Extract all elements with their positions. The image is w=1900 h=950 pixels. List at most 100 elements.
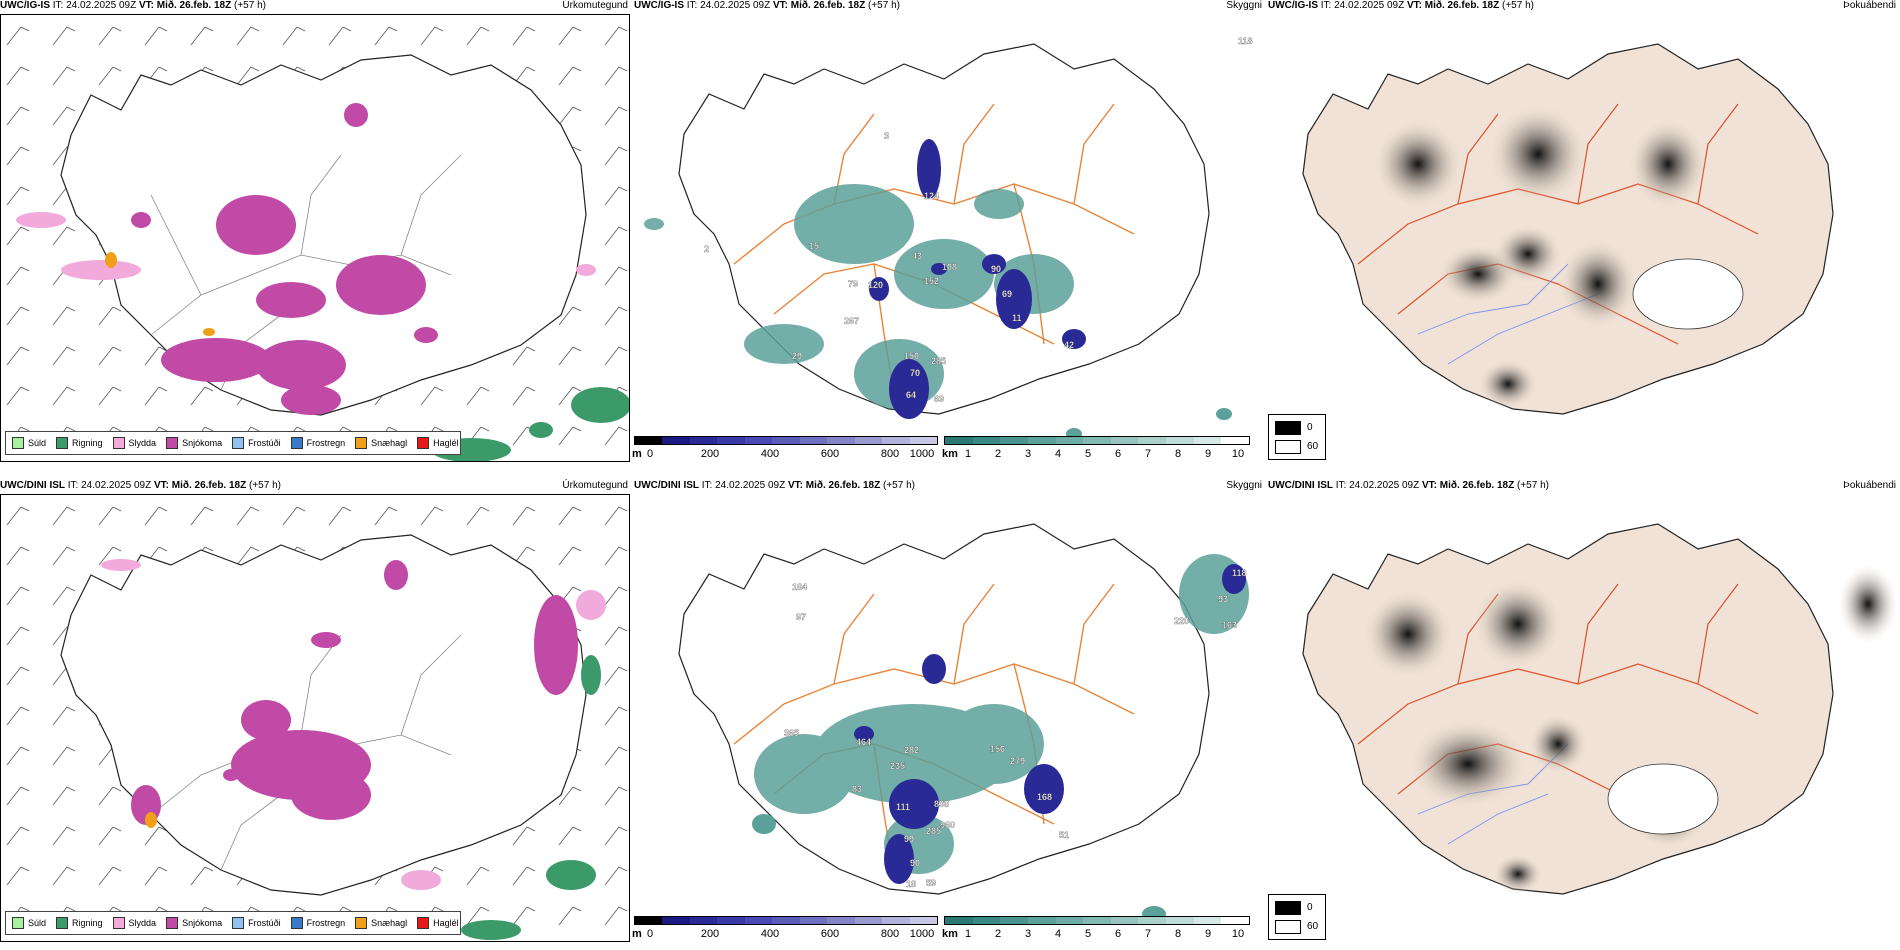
cloud-label: 285 [931,356,946,366]
cloud-label: 83 [852,784,862,794]
panel-header: UWC/IG-IS IT: 24.02.2025 09Z VT: Mið. 26… [1268,0,1534,11]
cloud-label: 70 [910,368,920,378]
legend-swatch [166,437,179,449]
cloud-label: 90 [991,264,1001,274]
legend-swatch [112,917,125,929]
panel-title: Þokuábendi [1843,0,1896,11]
panel-title: Úrkomutegund [562,0,628,11]
cloud-label: 18 [906,879,916,889]
cloud-base-bar [634,916,938,925]
precip-map-svg [1,15,629,461]
tick-label: 1000 [909,928,935,940]
panel-header: UWC/IG-IS IT: 24.02.2025 09Z VT: Mið. 26… [634,0,900,11]
legend-item: Frostúði [232,437,281,449]
cloud-label: 111 [896,802,910,812]
tick-label: 4 [1054,928,1062,940]
tick-label: 1000 [909,448,935,460]
fog-map [1268,14,1900,462]
legend-swatch [166,917,179,929]
fog-map [1268,494,1900,942]
cloud-label: 156 [990,744,1005,754]
cloud-label: 2 [704,244,709,254]
tick-label: 2 [994,448,1002,460]
legend-swatch [417,437,430,449]
precip-type-legend: Súld Rigning Slydda Snjókoma Frostúði Fr… [5,431,461,455]
tick-label: 9 [1204,928,1212,940]
legend-item: Frostregn [290,917,345,929]
cloud-label: 79 [848,279,858,289]
tick-label: 6 [1114,928,1122,940]
visibility-ticks: 1 2 3 4 5 6 7 8 9 10 [944,928,1250,942]
cloud-label: 43 [912,251,922,261]
fog-panel-row2: UWC/DINI ISL IT: 24.02.2025 09Z VT: Mið.… [1268,480,1900,942]
cloud-label: 150 [904,351,919,361]
tick-label: 800 [880,928,900,940]
legend-swatch [290,437,303,449]
cloud-label: 220 [1174,616,1189,626]
cloud-label: 235 [890,761,905,771]
cloud-label: 184 [792,582,807,592]
cloud-base-colorbar: m 0 200 400 600 800 1000 [632,916,938,942]
legend-swatch [12,917,24,929]
fog-panel-row1: UWC/IG-IS IT: 24.02.2025 09Z VT: Mið. 26… [1268,0,1900,462]
tick-label: 1 [964,928,972,940]
cloud-base-unit: m [632,448,642,460]
panel-header: UWC/DINI ISL IT: 24.02.2025 09Z VT: Mið.… [0,480,281,491]
tick-label: 200 [700,448,720,460]
panel-title: Skyggni [1226,0,1262,11]
legend-item: Haglél [417,437,459,449]
cloud-label: 267 [844,316,859,326]
cloud-label: 118 [1232,568,1247,578]
iceland-outline [678,43,1210,415]
cloud-label: 29 [792,351,802,361]
legend-swatch [12,437,24,449]
cloud-label: 99 [904,834,914,844]
precip-map: Súld Rigning Slydda Snjókoma Frostúði Fr… [0,494,630,942]
legend-item: Súld [12,917,46,929]
legend-item: Snæhagl [355,917,407,929]
visibility-map: 118 93 163 220 184 97 365 464 282 156 23… [634,494,1266,942]
legend-swatch [355,437,368,449]
fog-swatch-high [1275,421,1301,435]
fog-index-legend: 0 60 [1268,894,1326,940]
visibility-map-svg: 118 3 124 43 108 90 152 69 11 42 79 120 … [644,36,1253,440]
cloud-label: 152 [924,276,939,286]
legend-swatch [56,917,69,929]
cloud-label: 11 [1012,313,1022,323]
legend-item: Slydda [112,917,156,929]
tick-label: 3 [1024,448,1032,460]
cloud-label: 64 [906,390,916,400]
legend-swatch [232,437,245,449]
tick-label: 200 [700,928,720,940]
cloud-label: 285 [926,826,941,836]
cloud-label: 93 [1218,594,1228,604]
cloud-base-ticks: 0 200 400 600 800 1000 [634,928,938,942]
cloud-label: 69 [934,394,944,404]
precip-type-legend: Súld Rigning Slydda Snjókoma Frostúði Fr… [5,911,461,935]
cloud-base-labels: 118 3 124 43 108 90 152 69 11 42 79 120 … [704,36,1253,404]
tick-label: 10 [1231,448,1245,460]
legend-swatch [56,437,69,449]
tick-label: 9 [1204,448,1212,460]
tick-label: 3 [1024,928,1032,940]
legend-swatch [290,917,303,929]
fog-index-legend: 0 60 [1268,414,1326,460]
fog-map-svg [1302,523,1898,895]
cloud-label: 59 [926,878,936,888]
tick-label: 600 [820,928,840,940]
precip-panel-row1: UWC/IG-IS IT: 24.02.2025 09Z VT: Mið. 26… [0,0,632,462]
fog-swatch-low [1275,920,1301,934]
legend-item: Snjókoma [166,437,222,449]
legend-item: Slydda [112,437,156,449]
fog-label-low: 60 [1307,441,1319,452]
panel-header: UWC/IG-IS IT: 24.02.2025 09Z VT: Mið. 26… [0,0,266,11]
tick-label: 800 [880,448,900,460]
visibility-bar [944,916,1250,925]
panel-header: UWC/DINI ISL IT: 24.02.2025 09Z VT: Mið.… [634,480,915,491]
tick-label: 600 [820,448,840,460]
visibility-panel-row2: UWC/DINI ISL IT: 24.02.2025 09Z VT: Mið.… [632,480,1266,942]
cloud-label: 279 [1010,756,1025,766]
cloud-label: 464 [856,737,871,747]
panel-title: Úrkomutegund [562,480,628,491]
cloud-label: 3 [884,131,889,141]
